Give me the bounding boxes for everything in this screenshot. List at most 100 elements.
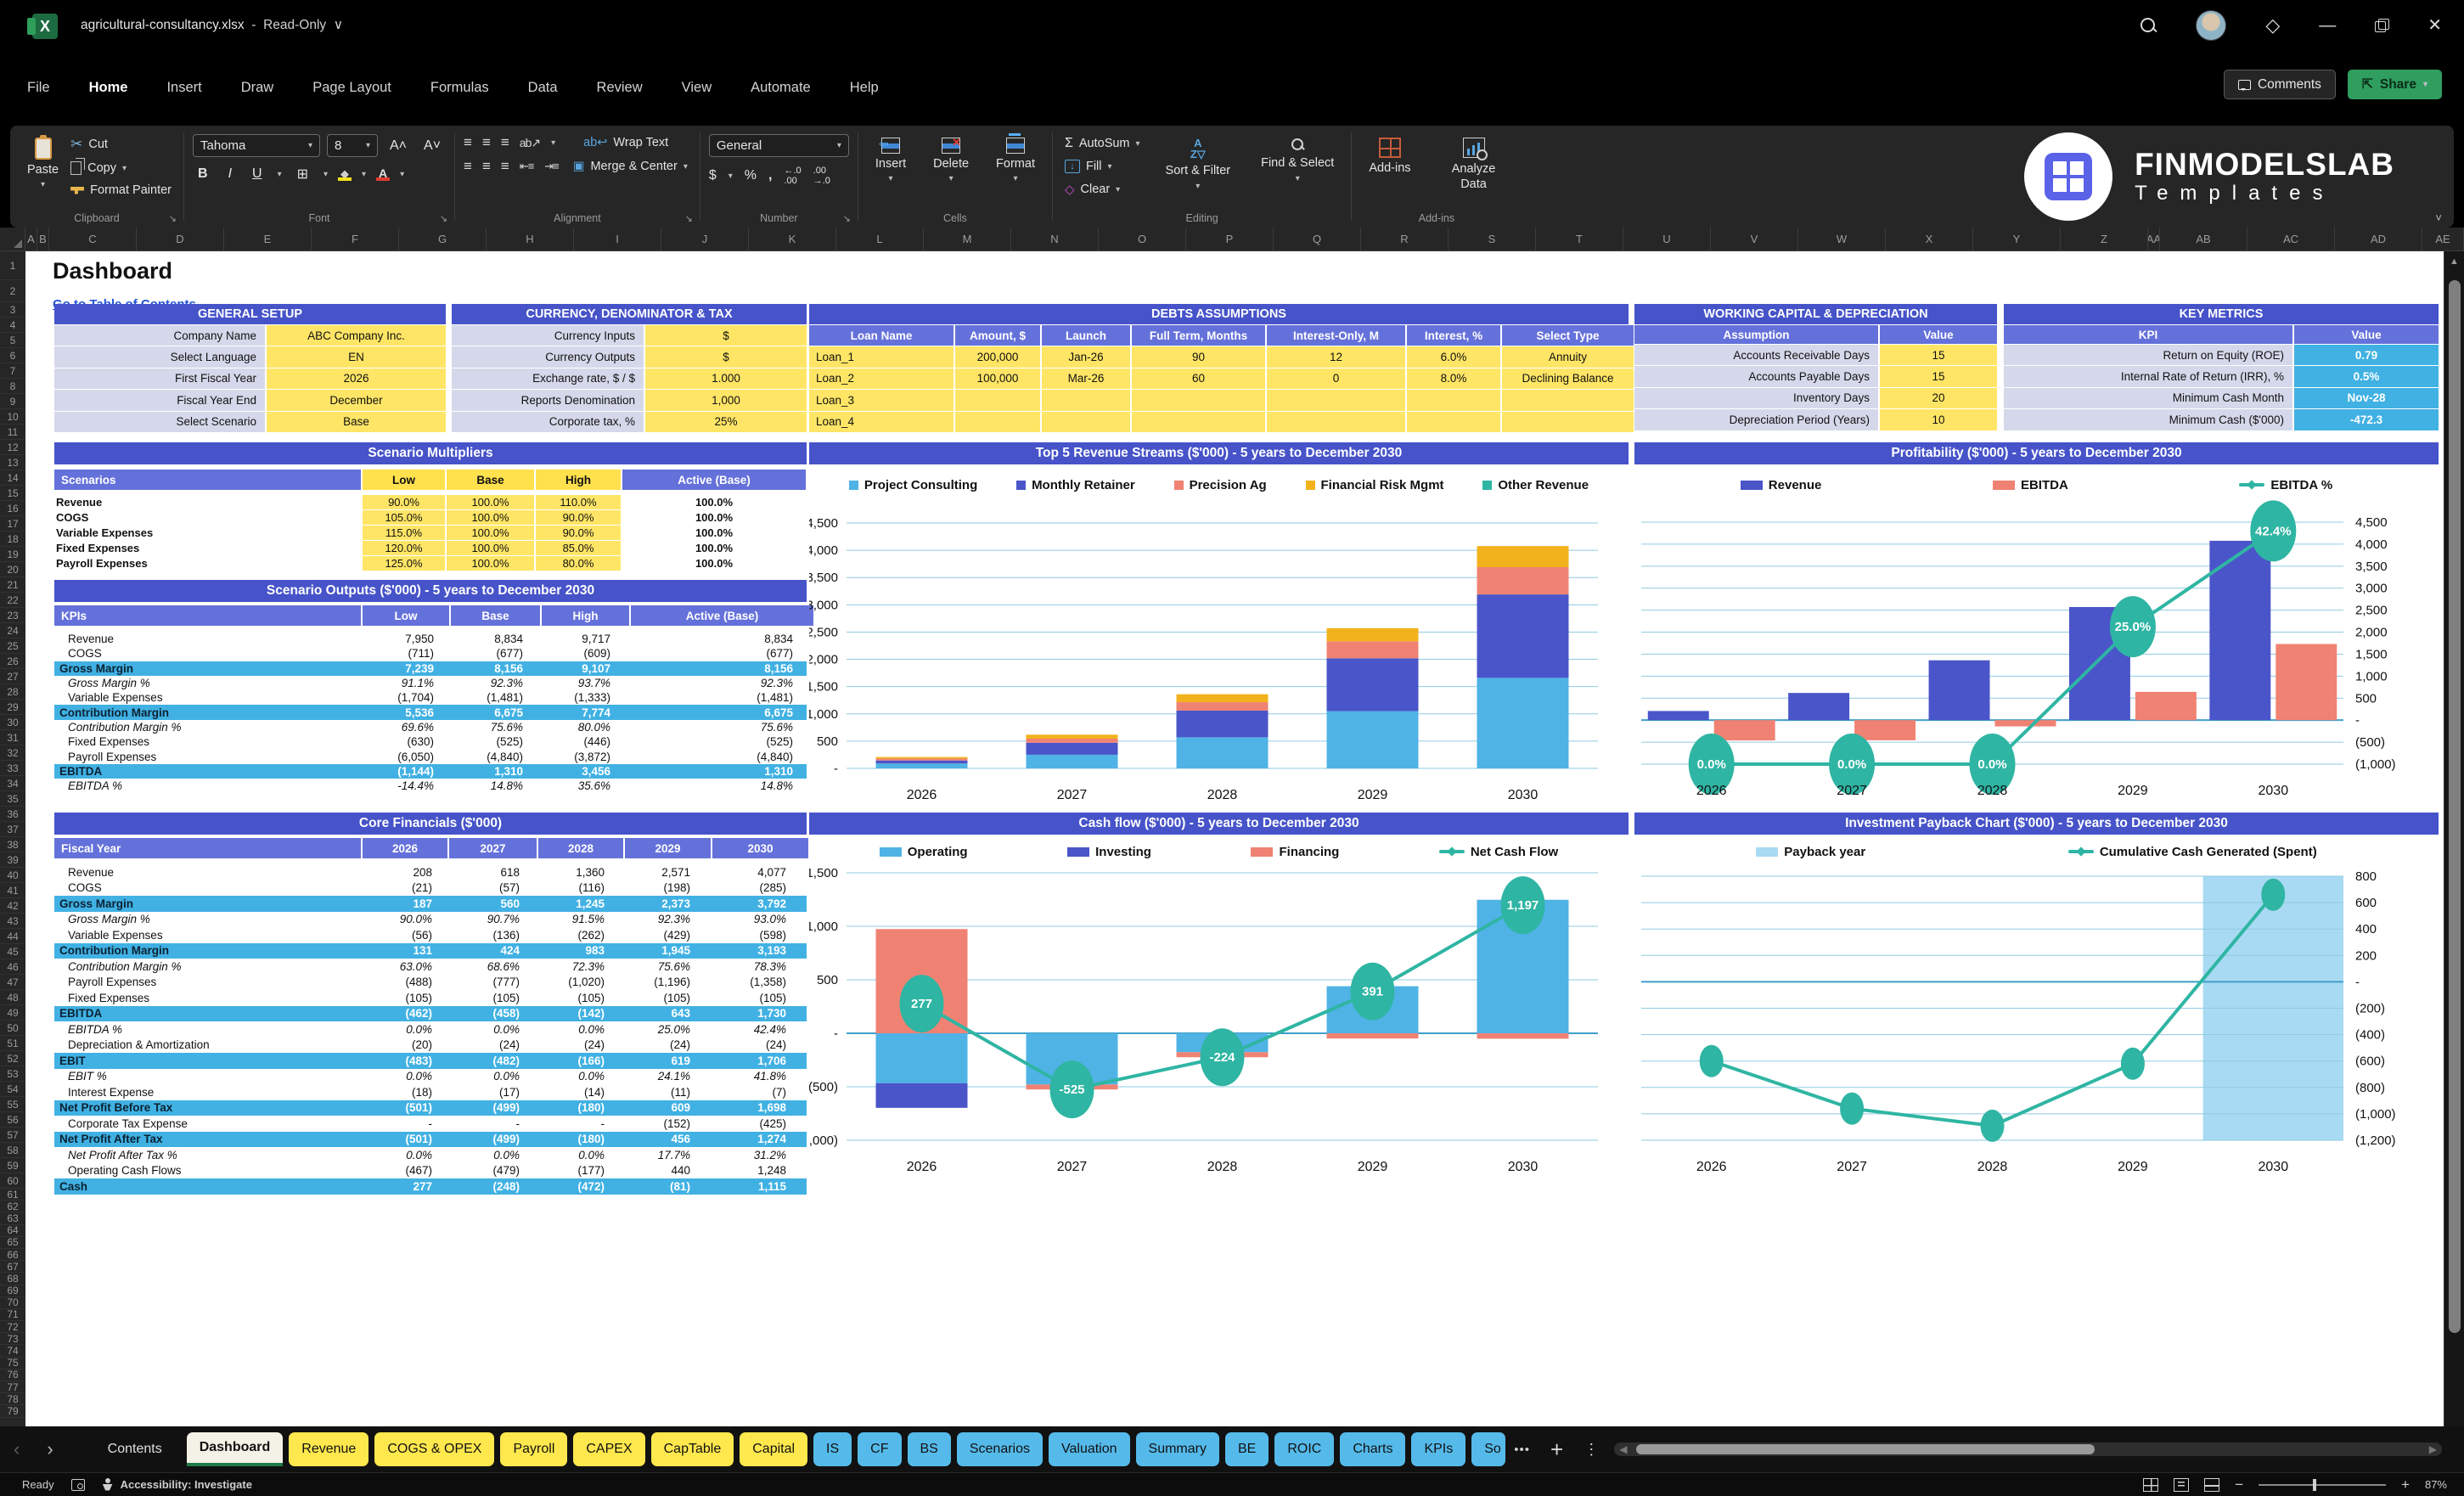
column-header-P[interactable]: P [1186,228,1274,250]
cell-value[interactable] [1267,390,1405,411]
sheet-tab-payroll[interactable]: Payroll [500,1432,568,1466]
cell-value[interactable]: Base [267,411,446,432]
row-header-22[interactable]: 22 [0,593,25,608]
cell-value[interactable]: 115.0% [363,526,445,540]
column-header-D[interactable]: D [137,228,224,250]
alignment-dialog-launcher[interactable]: ↘ [684,214,693,224]
column-header-X[interactable]: X [1886,228,1973,250]
minimize-button[interactable]: — [2319,16,2337,35]
cell-value[interactable]: 85.0% [536,541,621,555]
row-header-45[interactable]: 45 [0,944,25,959]
sort-filter-button[interactable]: A Z▽ Sort & Filter ▾ [1165,137,1231,192]
page-break-view-icon[interactable] [2204,1477,2220,1492]
row-header-29[interactable]: 29 [0,700,25,715]
zoom-level[interactable]: 87% [2424,1478,2447,1491]
row-header-33[interactable]: 33 [0,761,25,776]
row-header-30[interactable]: 30 [0,715,25,730]
delete-cells-button[interactable]: Delete▾ [925,134,977,187]
row-header-3[interactable]: 3 [0,302,25,318]
ribbon-tab-view[interactable]: View [681,80,712,95]
row-header-19[interactable]: 19 [0,547,25,562]
row-header-25[interactable]: 25 [0,638,25,654]
cell-value[interactable]: 100.0% [447,510,534,525]
font-color-button[interactable]: A [376,167,391,181]
ribbon-tab-data[interactable]: Data [527,80,558,95]
cell-value[interactable]: Loan_4 [809,411,954,432]
cell-value[interactable]: 100.0% [447,556,534,571]
ribbon-tab-formulas[interactable]: Formulas [430,80,489,95]
sheet-tab-dashboard[interactable]: Dashboard [186,1432,284,1466]
row-header-26[interactable]: 26 [0,654,25,669]
row-header-61[interactable]: 61 [0,1189,25,1201]
sheet-tab-capital[interactable]: Capital [740,1432,808,1466]
cell-value[interactable]: 100.0% [447,541,534,555]
cell-value[interactable]: 60 [1132,368,1265,389]
page-layout-view-icon[interactable] [2174,1477,2190,1492]
increase-decimal-button[interactable]: ←.0.00 [784,166,802,186]
row-header-56[interactable]: 56 [0,1112,25,1128]
macro-record-icon[interactable] [70,1478,85,1491]
row-header-9[interactable]: 9 [0,394,25,409]
decrease-decimal-button[interactable]: .00 →.0 [813,166,830,186]
column-header-N[interactable]: N [1011,228,1099,250]
row-header-10[interactable]: 10 [0,409,25,425]
new-sheet-button[interactable]: + [1550,1436,1564,1462]
vertical-scroll-thumb[interactable] [2449,280,2461,1333]
sheet-tab-captable[interactable]: CapTable [650,1432,734,1466]
column-header-G[interactable]: G [399,228,487,250]
zoom-slider-handle[interactable] [2313,1478,2317,1491]
sheet-tab-cf[interactable]: CF [858,1432,902,1466]
zoom-slider[interactable] [2259,1478,2387,1491]
cell-value[interactable]: 1.000 [645,368,807,390]
sheet-tab-capex[interactable]: CAPEX [573,1432,645,1466]
scroll-left-icon[interactable]: ◀ [1619,1443,1628,1455]
ribbon-tab-help[interactable]: Help [849,80,879,95]
underline-button[interactable]: U [252,166,262,181]
column-header-AC[interactable]: AC [2247,228,2335,250]
cell-value[interactable]: 100.0% [447,526,534,540]
cell-value[interactable]: 100.0% [695,511,734,524]
column-header-AE[interactable]: AE [2422,228,2464,250]
row-header-44[interactable]: 44 [0,929,25,944]
bold-button[interactable]: B [198,166,208,181]
accessibility-status[interactable]: Accessibility: Investigate [102,1477,252,1492]
comments-button[interactable]: Comments [2223,70,2336,99]
cut-button[interactable]: ✂ Cut [70,136,108,152]
cell-value[interactable]: ABC Company Inc. [267,325,446,346]
row-header-38[interactable]: 38 [0,837,25,852]
row-header-72[interactable]: 72 [0,1321,25,1334]
row-header-39[interactable]: 39 [0,852,25,868]
sheet-tab-is[interactable]: IS [813,1432,852,1466]
row-header-70[interactable]: 70 [0,1296,25,1309]
ribbon-tab-draw[interactable]: Draw [240,80,274,95]
column-header-R[interactable]: R [1361,228,1449,250]
sheet-tab-be[interactable]: BE [1224,1432,1269,1466]
column-header-F[interactable]: F [312,228,399,250]
cell-value[interactable]: 90.0% [536,510,621,525]
ribbon-tab-page-layout[interactable]: Page Layout [312,80,391,95]
ribbon-tab-insert[interactable]: Insert [166,80,202,95]
cell-value[interactable]: Jan-26 [1042,346,1130,368]
column-header-B[interactable]: B [37,228,49,250]
cell-value[interactable]: December [267,390,446,411]
cell-value[interactable] [955,411,1040,432]
sheet-tab-valuation[interactable]: Valuation [1049,1432,1130,1466]
row-header-65[interactable]: 65 [0,1236,25,1249]
fill-color-button[interactable]: ◆ [338,168,352,181]
align-left-icon[interactable]: ≡ [464,158,472,174]
paste-button[interactable]: Paste ▾ [19,134,67,193]
column-header-AD[interactable]: AD [2335,228,2422,250]
horizontal-scroll-thumb[interactable] [1636,1444,2096,1454]
row-header-4[interactable]: 4 [0,318,25,333]
cell-value[interactable]: 100.0% [695,542,734,554]
row-header-50[interactable]: 50 [0,1021,25,1036]
row-header-71[interactable]: 71 [0,1308,25,1322]
number-dialog-launcher[interactable]: ↘ [842,214,851,224]
cell-value[interactable]: 1,000 [645,390,807,411]
italic-button[interactable]: I [228,166,233,181]
sheet-tab-charts[interactable]: Charts [1340,1432,1406,1466]
cell-value[interactable]: 125.0% [363,556,445,571]
column-header-S[interactable]: S [1449,228,1536,250]
column-header-M[interactable]: M [924,228,1011,250]
row-header-41[interactable]: 41 [0,883,25,898]
